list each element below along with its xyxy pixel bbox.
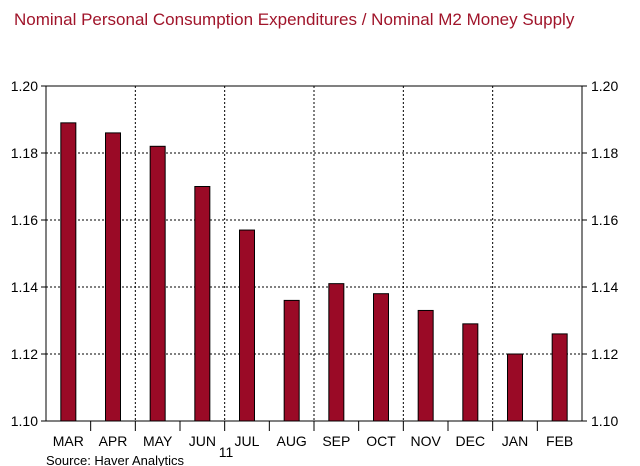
x-tick-label: AUG [276, 433, 306, 449]
x-tick-label: SEP [322, 433, 350, 449]
ticks [41, 85, 587, 431]
x-tick-label: JUL [235, 433, 260, 449]
y-tick-label-right: 1.12 [591, 346, 618, 362]
x-tick-label: APR [99, 433, 128, 449]
y-tick-label-left: 1.18 [11, 145, 38, 161]
y-tick-label-left: 1.20 [11, 78, 38, 94]
y-tick-label-right: 1.18 [591, 145, 618, 161]
bar-jun [194, 186, 211, 422]
x-tick-label: MAY [143, 433, 173, 449]
y-tick-label-right: 1.16 [591, 212, 618, 228]
x-tick-label: NOV [410, 433, 441, 449]
bar-may [149, 145, 166, 422]
y-tick-label-right: 1.10 [591, 413, 618, 429]
bar-aug [283, 299, 300, 422]
y-tick-label-right: 1.14 [591, 279, 618, 295]
y-tick-label-left: 1.12 [11, 346, 38, 362]
y-tick-label-left: 1.16 [11, 212, 38, 228]
bar-jul [239, 229, 255, 422]
bar-dec [462, 323, 479, 422]
x-tick-label: MAR [53, 433, 84, 449]
bar-feb [551, 333, 568, 422]
x-tick-label: OCT [366, 433, 396, 449]
y-tick-label-left: 1.14 [11, 279, 38, 295]
x-tick-label: JAN [502, 433, 528, 449]
bar-mar [60, 122, 77, 422]
bar-apr [105, 132, 121, 422]
gridlines [46, 86, 582, 421]
x-tick-label: JUN [189, 433, 216, 449]
year-label: 11 [219, 444, 234, 460]
y-axis-left-labels: 1.10 1.12 1.14 1.16 1.18 1.20 [11, 78, 38, 429]
x-tick-label: FEB [546, 433, 573, 449]
bar-nov [417, 309, 434, 422]
bar-oct [373, 293, 389, 422]
x-axis-labels: MAR APR MAY JUN JUL AUG SEP OCT NOV DEC JAN FEB [53, 433, 574, 449]
y-tick-label-right: 1.20 [591, 78, 618, 94]
bars [60, 122, 568, 422]
bar-jan [507, 353, 523, 422]
y-axis-right-labels: 1.10 1.12 1.14 1.16 1.18 1.20 [591, 78, 618, 429]
chart-title: Nominal Personal Consumption Expenditure… [14, 10, 575, 29]
source-note: Source: Haver Analytics [46, 453, 185, 466]
x-tick-label: DEC [456, 433, 486, 449]
y-tick-label-left: 1.10 [11, 413, 38, 429]
bar-sep [328, 283, 345, 422]
